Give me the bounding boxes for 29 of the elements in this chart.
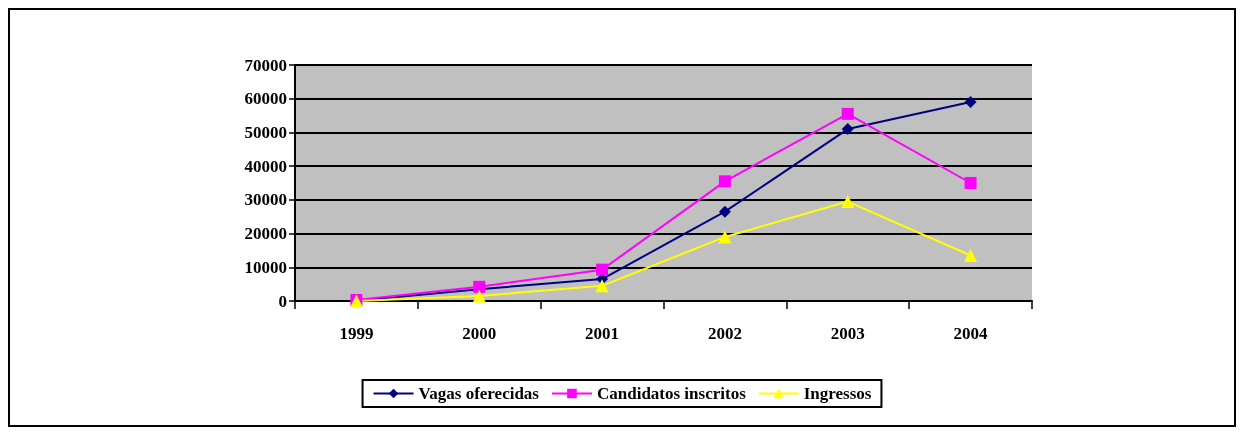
x-tick-label: 2002 <box>707 324 742 343</box>
y-tick-label: 0 <box>278 291 287 311</box>
x-tick-label: 2001 <box>585 324 620 343</box>
point <box>595 279 609 293</box>
point <box>841 195 855 209</box>
point <box>964 248 978 262</box>
legend-label: Candidatos inscritos <box>596 384 747 403</box>
legend-label: Ingressos <box>803 384 872 403</box>
x-tick-label: 1999 <box>339 324 374 343</box>
point <box>596 263 609 276</box>
x-tick-label: 2000 <box>462 324 497 343</box>
x-tick-label: 2004 <box>953 324 989 343</box>
y-tick-label: 70000 <box>244 55 287 75</box>
point <box>964 177 977 189</box>
point <box>841 107 854 120</box>
y-tick-label: 30000 <box>244 190 287 210</box>
y-tick-label: 50000 <box>244 122 287 142</box>
y-tick-label: 60000 <box>244 89 287 109</box>
point <box>472 289 486 303</box>
point <box>718 230 732 244</box>
point <box>841 123 854 136</box>
y-tick-label: 10000 <box>244 257 287 277</box>
y-tick-label: 20000 <box>244 224 287 244</box>
y-tick-label: 40000 <box>244 156 287 176</box>
legend-label: Vagas oferecidas <box>418 384 540 403</box>
point <box>718 175 731 188</box>
point <box>718 205 731 218</box>
point <box>964 96 977 109</box>
x-tick-label: 2003 <box>830 324 865 343</box>
